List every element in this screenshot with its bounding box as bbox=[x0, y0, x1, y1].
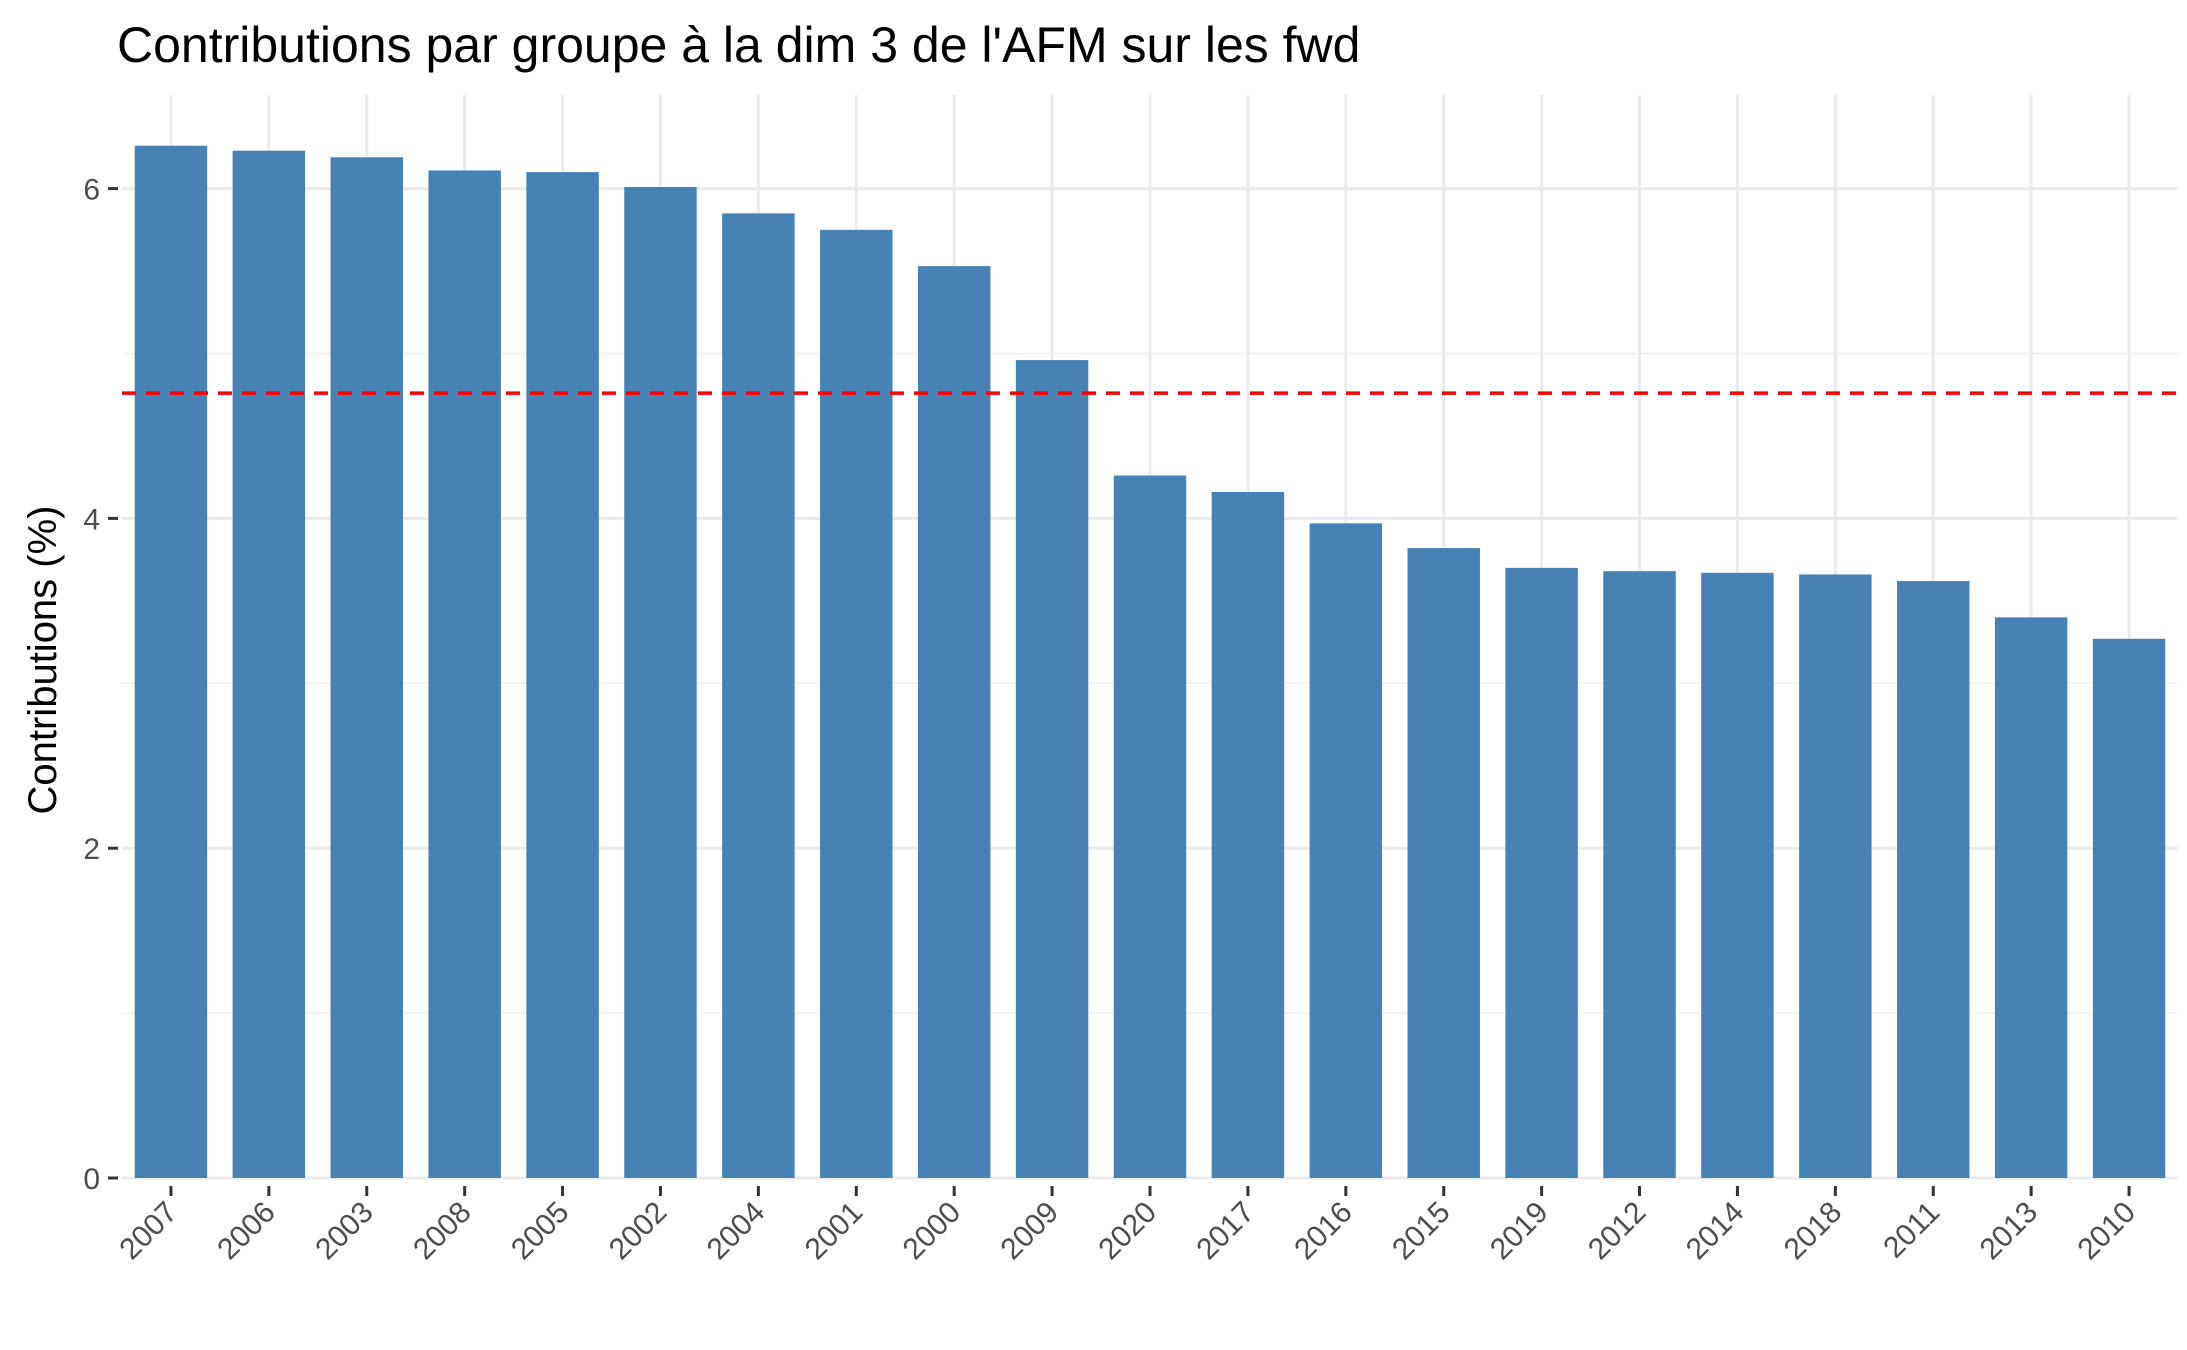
bar-2017 bbox=[1211, 492, 1285, 1178]
x-tick-label: 2014 bbox=[1680, 1196, 1751, 1267]
bar-2019 bbox=[1505, 567, 1578, 1178]
x-tick-label: 2000 bbox=[897, 1196, 968, 1267]
y-tick-label: 2 bbox=[83, 833, 100, 866]
bar-2001 bbox=[820, 229, 893, 1178]
x-tick-label: 2011 bbox=[1877, 1196, 1946, 1265]
bar-2012 bbox=[1603, 571, 1676, 1178]
bar-2020 bbox=[1113, 475, 1187, 1178]
bars bbox=[134, 145, 2166, 1179]
x-tick-label: 2019 bbox=[1484, 1196, 1555, 1267]
x-tick-label: 2018 bbox=[1778, 1196, 1849, 1267]
bar-2011 bbox=[1897, 581, 1970, 1178]
chart-title: Contributions par groupe à la dim 3 de l… bbox=[117, 17, 1360, 73]
bar-2007 bbox=[134, 145, 208, 1179]
bar-2002 bbox=[624, 186, 697, 1179]
x-tick-label: 2017 bbox=[1190, 1196, 1261, 1267]
bar-2006 bbox=[232, 150, 306, 1179]
y-tick-label: 0 bbox=[83, 1163, 100, 1196]
x-tick-label: 2012 bbox=[1582, 1196, 1653, 1267]
x-tick-label: 2009 bbox=[995, 1196, 1066, 1267]
x-tick-label: 2008 bbox=[407, 1196, 478, 1267]
y-axis: 0 2 4 6 bbox=[83, 174, 118, 1196]
bar-2016 bbox=[1309, 523, 1383, 1178]
bar-2015 bbox=[1407, 548, 1480, 1178]
x-tick-label: 2005 bbox=[505, 1196, 576, 1267]
bar-2004 bbox=[722, 213, 795, 1178]
x-tick-label: 2010 bbox=[2071, 1196, 2142, 1267]
bar-2014 bbox=[1701, 572, 1774, 1178]
bar-2008 bbox=[428, 170, 501, 1178]
y-axis-label: Contributions (%) bbox=[21, 505, 65, 814]
x-tick-label: 2006 bbox=[211, 1196, 282, 1267]
y-tick-label: 4 bbox=[83, 503, 100, 536]
x-tick-label: 2015 bbox=[1386, 1196, 1457, 1267]
x-tick-label: 2007 bbox=[113, 1196, 184, 1267]
x-tick-label: 2013 bbox=[1974, 1196, 2045, 1267]
x-tick-label: 2020 bbox=[1092, 1196, 1163, 1267]
y-tick-label: 6 bbox=[83, 174, 100, 207]
x-tick-label: 2002 bbox=[603, 1196, 674, 1267]
x-tick-label: 2004 bbox=[701, 1196, 772, 1267]
bar-2013 bbox=[1994, 617, 2068, 1178]
x-tick-label: 2016 bbox=[1288, 1196, 1359, 1267]
bar-2000 bbox=[917, 266, 991, 1178]
x-axis: 2007 2006 2003 2008 2005 2002 2004 2001 2000 2009… bbox=[113, 1186, 2142, 1266]
bar-2005 bbox=[526, 172, 599, 1179]
bar-2010 bbox=[2092, 638, 2166, 1178]
bar-2003 bbox=[330, 157, 403, 1179]
x-tick-label: 2001 bbox=[799, 1196, 870, 1267]
x-tick-label: 2003 bbox=[309, 1196, 380, 1267]
bar-2009 bbox=[1015, 360, 1089, 1178]
bar-2018 bbox=[1799, 574, 1872, 1178]
